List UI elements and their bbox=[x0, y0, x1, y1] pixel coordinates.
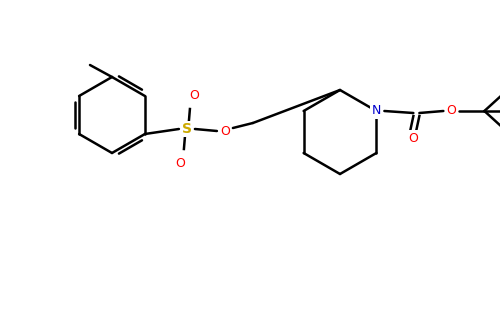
Text: O: O bbox=[446, 104, 456, 117]
Text: O: O bbox=[189, 88, 199, 101]
Text: O: O bbox=[220, 125, 230, 138]
Text: S: S bbox=[182, 122, 192, 136]
Text: N: N bbox=[372, 104, 381, 117]
Text: O: O bbox=[408, 131, 418, 144]
Text: O: O bbox=[175, 157, 185, 170]
